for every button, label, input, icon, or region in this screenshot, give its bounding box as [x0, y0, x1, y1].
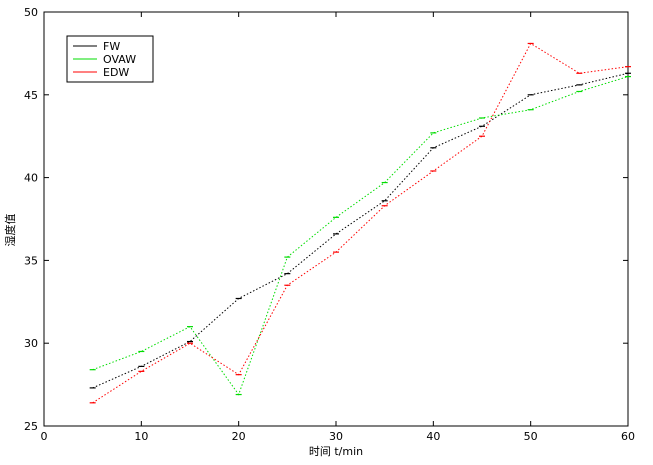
x-axis-label: 时间 t/min [309, 445, 363, 458]
legend-label: EDW [103, 66, 129, 79]
y-tick-label: 30 [24, 337, 38, 350]
series-line [92, 42, 629, 404]
legend-label: FW [103, 40, 120, 53]
series-line [92, 76, 629, 396]
series-line [92, 72, 629, 389]
x-tick-label: 50 [524, 430, 538, 443]
y-tick-label: 50 [24, 6, 38, 19]
y-tick-label: 25 [24, 420, 38, 433]
y-axis-label: 湿度值 [3, 214, 17, 247]
x-tick-label: 0 [41, 430, 48, 443]
y-tick-label: 45 [24, 89, 38, 102]
x-tick-label: 30 [329, 430, 343, 443]
x-tick-label: 40 [426, 430, 440, 443]
legend-label: OVAW [103, 53, 136, 66]
x-tick-label: 60 [621, 430, 635, 443]
x-tick-label: 10 [134, 430, 148, 443]
y-tick-label: 35 [24, 254, 38, 267]
x-tick-label: 20 [232, 430, 246, 443]
y-tick-label: 40 [24, 172, 38, 185]
